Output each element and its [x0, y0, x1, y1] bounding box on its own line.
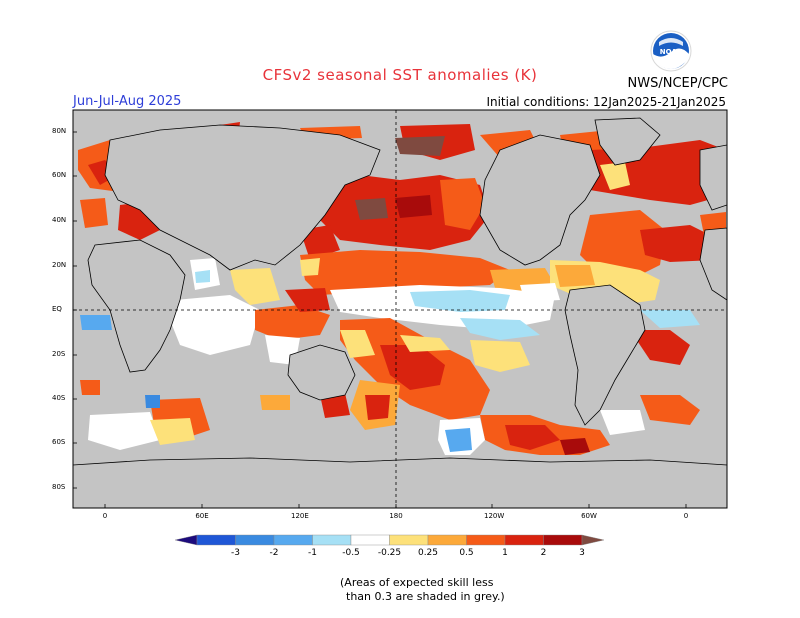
colorbar-segment	[543, 534, 583, 546]
europe-wrap	[699, 144, 727, 211]
colorbar-tick-label: -1	[308, 548, 317, 558]
colorbar-tick-label: -0.5	[342, 548, 360, 558]
colorbar-segment	[427, 534, 467, 546]
anomaly-patch	[340, 330, 375, 358]
colorbar-tick-label: 0.5	[459, 548, 474, 558]
anomaly-patch	[440, 178, 485, 230]
skill-note: (Areas of expected skill less than 0.3 a…	[340, 576, 550, 604]
anomaly-patch	[195, 270, 210, 283]
anomaly-patch	[640, 310, 700, 328]
continents	[73, 117, 727, 508]
latitude-label: EQ	[52, 305, 62, 313]
colorbar-segment	[389, 534, 429, 546]
latitude-label: 20S	[52, 350, 66, 358]
longitude-label: 60E	[195, 512, 209, 520]
anomaly-patch	[285, 288, 330, 312]
longitude-label: 0	[683, 512, 689, 520]
latitude-label: 80N	[52, 127, 67, 135]
anomaly-patch	[505, 425, 560, 450]
anomaly-patch	[80, 380, 100, 395]
anomaly-patch	[640, 225, 720, 262]
anomaly-patch	[255, 305, 330, 340]
colorbar-segment	[273, 534, 313, 546]
anomaly-patch	[520, 283, 560, 302]
anomaly-patch	[555, 265, 595, 287]
longitude-label: 60W	[581, 512, 597, 520]
colorbar-tick-label: -3	[231, 548, 240, 558]
africa-wrap	[699, 227, 727, 301]
eurasia	[104, 124, 381, 271]
anomaly-patch	[80, 315, 112, 330]
latitude-label: 60S	[52, 438, 66, 446]
anomaly-patch	[630, 330, 690, 365]
colorbar-segment	[466, 534, 506, 546]
colorbar	[174, 534, 605, 546]
anomaly-patch	[150, 418, 195, 445]
anomaly-patch	[300, 225, 340, 260]
longitude-label: 120E	[291, 512, 309, 520]
latitude-label: 40N	[52, 216, 67, 224]
latitude-label: 20N	[52, 261, 67, 269]
anomaly-patch	[88, 412, 160, 450]
colorbar-segment	[174, 534, 198, 546]
longitude-label: 120W	[484, 512, 505, 520]
anomaly-patch	[395, 195, 432, 218]
anomaly-patch	[230, 268, 280, 305]
anomaly-patch	[365, 395, 390, 420]
noaa-logo-icon: NOAA	[650, 30, 692, 72]
colorbar-tick-label: 3	[579, 548, 585, 558]
skill-note-line1: (Areas of expected skill less	[340, 576, 494, 589]
colorbar-tick-label: -0.25	[377, 548, 402, 558]
longitude-label: 180	[389, 512, 403, 520]
skill-note-line2: than 0.3 are shaded in grey.)	[346, 590, 505, 603]
axis-ticks	[73, 131, 687, 508]
agency-label: NWS/NCEP/CPC	[627, 76, 728, 91]
longitude-label: 0	[102, 512, 108, 520]
anomaly-patch	[395, 136, 445, 156]
anomaly-patch	[470, 340, 530, 372]
latitude-label: 80S	[52, 483, 66, 491]
greenland	[594, 117, 661, 166]
colorbar-tick-label: 2	[540, 548, 547, 558]
anomaly-patch	[600, 410, 645, 435]
colorbar-tick-label: -2	[269, 548, 279, 558]
colorbar-segment	[581, 534, 605, 546]
anomaly-patch	[300, 250, 510, 295]
antarctica	[73, 457, 727, 508]
anomaly-patch	[400, 335, 450, 352]
map-frame	[72, 109, 728, 509]
anomaly-patch	[445, 428, 472, 452]
australia	[287, 344, 356, 401]
north-america	[479, 134, 601, 266]
south-america	[564, 284, 646, 426]
anomaly-patch	[355, 198, 388, 220]
anomaly-patch	[410, 290, 510, 312]
anomaly-patch	[640, 395, 700, 425]
anomaly-patch	[600, 162, 630, 190]
colorbar-segment	[504, 534, 544, 546]
anomaly-patch	[260, 395, 290, 410]
anomaly-patch	[145, 395, 160, 408]
svg-text:NOAA: NOAA	[660, 48, 683, 56]
anomaly-patch	[560, 438, 590, 455]
latitude-label: 60N	[52, 171, 67, 179]
africa	[87, 239, 186, 373]
anomaly-patch	[300, 258, 320, 276]
colorbar-segment	[350, 534, 390, 546]
anomaly-patch	[460, 318, 540, 340]
season-label: Jun-Jul-Aug 2025	[73, 94, 182, 109]
latitude-label: 40S	[52, 394, 66, 402]
map-title: CFSv2 seasonal SST anomalies (K)	[262, 66, 538, 84]
anomaly-patch	[320, 393, 350, 418]
colorbar-tick-label: 0.25	[417, 548, 439, 558]
colorbar-segment	[235, 534, 275, 546]
anomaly-patch	[80, 198, 108, 228]
colorbar-segment	[312, 534, 352, 546]
colorbar-segment	[196, 534, 236, 546]
colorbar-tick-label: 1	[502, 548, 508, 558]
initial-conditions-label: Initial conditions: 12Jan2025-21Jan2025	[486, 95, 726, 109]
